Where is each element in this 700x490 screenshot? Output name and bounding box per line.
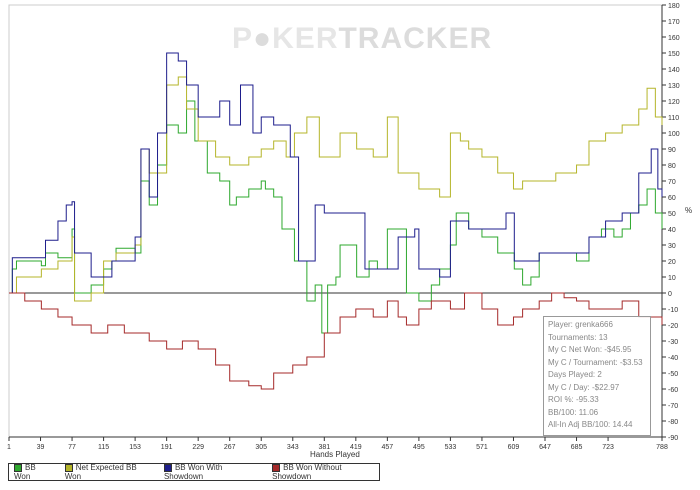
x-tick-label: 77 (68, 444, 76, 451)
x-tick-label: 381 (318, 444, 330, 451)
legend-with-showdown[interactable]: BB Won With Showdown (163, 463, 223, 481)
y-tick-label: -40 (668, 355, 678, 362)
x-tick-label: 115 (98, 444, 109, 451)
y-tick-label: -70 (668, 403, 678, 410)
x-tick-label: 153 (129, 444, 141, 451)
y-tick-label: 90 (668, 147, 676, 154)
stat-per-day: My C / Day: -$22.97 (548, 382, 620, 392)
x-tick-label: 723 (602, 444, 614, 451)
legend-swatch (64, 463, 73, 472)
x-tick-label: 305 (255, 444, 267, 451)
x-tick-label: 267 (224, 444, 236, 451)
pokertracker-logo: P●KERTRACKER (232, 22, 493, 55)
stats-box: Player: grenka666 Tournaments: 13 My C N… (543, 316, 651, 436)
legend-net-expected[interactable]: Net Expected BB Won (64, 463, 137, 481)
chart-plot: -90 -80 -70 -60 -50 -40 -30 -20 -10 0 10 20 30 40 50 60… (7, 3, 680, 451)
stat-net-won: My C Net Won: -$45.95 (548, 345, 632, 354)
y-tick-label: 130 (668, 83, 680, 90)
x-tick-label: 457 (382, 444, 394, 451)
x-tick-label: 39 (37, 444, 45, 451)
y-tick-label: -30 (668, 339, 678, 346)
x-tick-label: 533 (445, 444, 457, 451)
x-tick-label: 788 (656, 444, 668, 451)
y-tick-label: 20 (668, 259, 676, 266)
y-tick-label: 110 (668, 115, 679, 122)
y-tick-label: -60 (668, 387, 678, 394)
x-tick-label: 229 (192, 444, 204, 451)
x-axis-label: Hands Played (310, 450, 360, 459)
y-tick-label: 160 (668, 35, 680, 42)
stat-player: Player: grenka666 (548, 320, 613, 329)
y-tick-label: 30 (668, 243, 676, 250)
x-tick-label: 191 (161, 444, 173, 451)
y-tick-label: 120 (668, 99, 680, 106)
x-tick-label: 419 (350, 444, 362, 451)
y-tick-label: 10 (668, 275, 676, 282)
stat-bb100: BB/100: 11.06 (548, 407, 599, 417)
legend-swatch (272, 463, 281, 472)
y-tick-label: -80 (668, 419, 678, 426)
stat-per-tournament: My C / Tournament: -$3.53 (548, 357, 643, 367)
y-tick-label: -10 (668, 307, 678, 314)
x-tick-label: 647 (539, 444, 551, 451)
y-tick-label: 140 (668, 67, 680, 74)
legend: BB Won Net Expected BB Won BB Won With S… (8, 463, 380, 481)
legend-bb-won[interactable]: BB Won (14, 463, 36, 481)
series-line-2 (9, 52, 663, 294)
x-tick-label: 609 (508, 444, 520, 451)
stat-tournaments: Tournaments: 13 (548, 332, 608, 342)
y-tick-label: 180 (668, 3, 680, 10)
stat-allin-bb100: All-In Adj BB/100: 14.44 (548, 420, 633, 429)
y-tick-label: -90 (668, 435, 678, 442)
legend-swatch (163, 463, 172, 472)
stat-days-played: Days Played: 2 (548, 370, 602, 379)
y-tick-label: -50 (668, 371, 678, 378)
series-line-3 (9, 292, 663, 390)
y-tick-label: 150 (668, 51, 680, 58)
y-tick-label: 40 (668, 227, 676, 234)
y-tick-label: 80 (668, 163, 676, 170)
y-tick-label: 50 (668, 211, 676, 218)
stat-roi: ROI %: -95.33 (548, 395, 599, 404)
x-tick-label: 1 (7, 444, 11, 451)
x-tick-label: 343 (287, 444, 299, 451)
legend-swatch (14, 463, 22, 472)
x-tick-label: 685 (571, 444, 583, 451)
y-tick-label: 170 (668, 19, 680, 26)
y-axis-label: % (685, 206, 693, 215)
legend-without-showdown[interactable]: BB Won Without Showdown (272, 463, 342, 481)
y-tick-label: 60 (668, 195, 676, 202)
y-tick-label: 70 (668, 179, 676, 186)
x-tick-label: 571 (476, 444, 488, 451)
y-tick-label: 100 (668, 131, 680, 138)
y-tick-label: 0 (668, 291, 672, 298)
series-line-1 (9, 76, 663, 302)
y-tick-label: -20 (668, 323, 678, 330)
x-tick-label: 495 (413, 444, 425, 451)
